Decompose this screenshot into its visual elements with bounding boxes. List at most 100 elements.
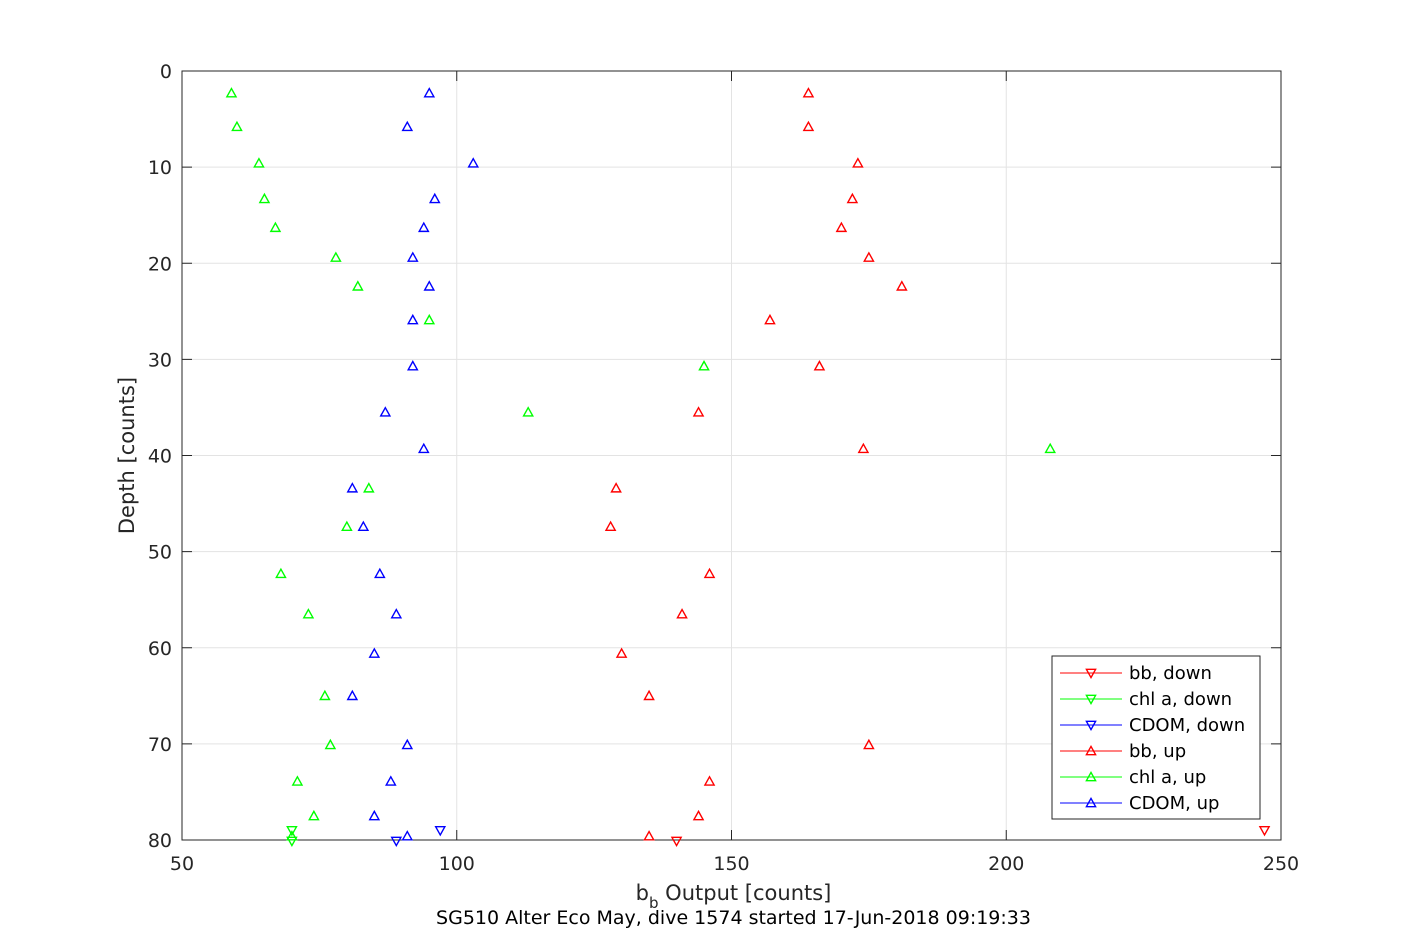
data-point	[253, 157, 265, 168]
y-tick-label: 60	[148, 638, 172, 660]
data-point	[341, 520, 353, 532]
data-point	[643, 689, 655, 701]
data-point	[670, 836, 683, 848]
legend-label: chl a, down	[1129, 689, 1232, 710]
y-tick-label: 70	[148, 734, 172, 756]
data-point	[692, 809, 705, 821]
data-point	[231, 120, 243, 132]
legend-entries: bb, down chl a, down CDOM, down bb, up chl a…	[1060, 663, 1245, 814]
data-markers	[225, 87, 1271, 848]
data-point	[1044, 442, 1056, 454]
data-point	[615, 647, 628, 658]
legend-entry: chl a, up	[1060, 767, 1206, 788]
data-point	[643, 830, 655, 841]
data-point	[363, 482, 375, 493]
y-tick-label: 80	[148, 830, 172, 852]
legend-label: CDOM, down	[1129, 715, 1245, 736]
y-tick-label: 0	[160, 61, 172, 83]
data-point	[676, 608, 688, 619]
data-point	[286, 830, 298, 841]
data-point	[764, 313, 776, 325]
data-point	[863, 251, 875, 262]
data-point	[417, 221, 430, 233]
data-point	[286, 836, 298, 848]
data-point	[846, 192, 859, 204]
data-point	[417, 442, 430, 454]
series-cdom-down	[390, 826, 447, 848]
grid-lines	[182, 71, 1281, 840]
data-point	[346, 482, 359, 493]
data-point	[368, 809, 381, 821]
x-tick-label: 200	[988, 853, 1024, 875]
data-point	[390, 836, 403, 848]
data-point	[407, 313, 419, 325]
series-cdom-up	[346, 87, 480, 841]
data-point	[610, 482, 622, 493]
x-axis-title: bb Output [counts]	[636, 881, 832, 912]
data-point	[857, 442, 870, 454]
data-point	[225, 87, 238, 98]
legend-marker	[1085, 796, 1097, 808]
data-point	[407, 251, 419, 262]
data-point	[467, 157, 480, 168]
legend-entry: bb, up	[1060, 741, 1186, 762]
y-tick-label: 50	[148, 542, 172, 564]
legend-marker	[1085, 770, 1097, 782]
data-point	[401, 738, 414, 750]
data-point	[379, 406, 392, 417]
data-point	[423, 313, 436, 325]
data-point	[852, 157, 864, 168]
data-point	[698, 360, 710, 371]
data-point	[802, 120, 815, 132]
data-point	[703, 775, 716, 786]
legend-label: chl a, up	[1129, 767, 1206, 788]
data-point	[423, 280, 436, 291]
legend-entry: chl a, down	[1060, 689, 1232, 710]
data-point	[835, 221, 848, 233]
data-point	[324, 738, 337, 750]
data-point	[258, 192, 271, 204]
data-point	[390, 608, 403, 619]
data-point	[802, 87, 815, 98]
data-point	[434, 826, 447, 837]
legend-label: bb, up	[1129, 741, 1186, 762]
legend-entry: bb, down	[1060, 663, 1212, 684]
legend-marker	[1085, 720, 1097, 732]
legend-box	[1051, 655, 1261, 820]
series-bb-up	[604, 87, 908, 841]
x-axis-title-rest: Output [counts]	[659, 881, 832, 905]
data-point	[863, 738, 875, 750]
data-point	[374, 567, 386, 579]
data-point	[319, 689, 331, 701]
legend-entry: CDOM, down	[1060, 715, 1245, 736]
data-point	[308, 809, 320, 821]
x-axis-title-subscript: b	[649, 894, 659, 912]
x-tick-label: 50	[170, 853, 194, 875]
data-point	[692, 406, 705, 417]
legend-marker	[1085, 694, 1097, 706]
legend-entry: CDOM, up	[1060, 793, 1219, 814]
data-point	[330, 251, 342, 262]
data-point	[291, 775, 304, 786]
figure-caption: SG510 Alter Eco May, dive 1574 started 1…	[436, 907, 1031, 929]
data-point	[368, 647, 381, 658]
x-axis-title-main: b	[636, 881, 649, 905]
y-tick-label: 10	[148, 157, 172, 179]
data-point	[385, 775, 397, 786]
data-point	[1258, 826, 1271, 837]
data-point	[896, 280, 908, 291]
axis-ticks: 50 100 150 200 250 0 10 20 30 40 50 60 70 80	[148, 61, 1299, 875]
data-point	[423, 87, 436, 98]
x-tick-label: 250	[1263, 853, 1299, 875]
y-tick-label: 30	[148, 349, 172, 371]
y-tick-label: 40	[148, 446, 172, 468]
data-point	[604, 520, 617, 532]
data-point	[346, 689, 359, 701]
data-point	[269, 221, 282, 233]
data-point	[352, 280, 364, 291]
data-point	[357, 520, 370, 532]
y-axis-title: Depth [counts]	[115, 377, 139, 534]
y-tick-label: 20	[148, 253, 172, 275]
